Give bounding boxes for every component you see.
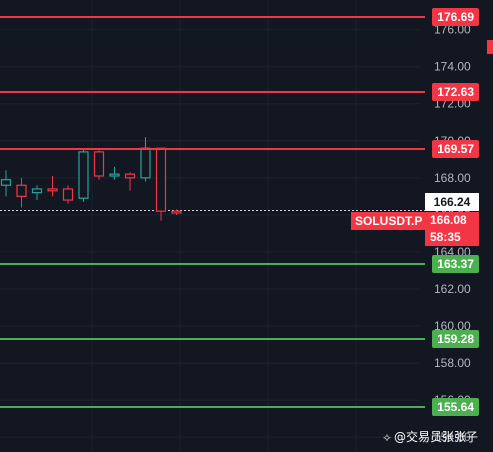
candle-body [93,151,105,177]
candle-body [47,188,58,192]
candle-body [78,151,89,199]
level-price-label: 172.63 [432,83,479,102]
y-tick-label: 160.00 [434,319,471,333]
candle-countdown: 58:35 [430,230,461,244]
y-tick-label: 174.00 [434,60,471,74]
binance-square-icon: ⟡ [383,430,391,444]
candle-body [62,188,74,201]
last-price-value: 166.08 [430,213,467,227]
candle-body [31,188,43,194]
symbol-tag: SOLUSDT.P [351,212,427,230]
horizontal-level-line[interactable] [0,147,425,150]
level-price-label: 176.69 [432,7,479,26]
level-price-label: 169.57 [432,139,479,158]
horizontal-level-line[interactable] [0,338,425,341]
candle-body [140,147,151,179]
watermark-text: @交易员张张子 [393,430,478,444]
candle-body [124,173,136,179]
watermark: ⟡ @交易员张张子 [383,428,478,445]
horizontal-level-line[interactable] [0,405,425,408]
scroll-tab[interactable] [487,40,493,54]
level-price-label: 155.64 [432,397,479,416]
y-tick-label: 162.00 [434,282,471,296]
candle-body [0,179,12,186]
candle-body [155,147,167,212]
y-tick-label: 154.00 [434,430,471,444]
candle-body [16,184,27,197]
last-price-label: 166.08 58:35 [425,212,479,246]
current-price-label: 166.24 [425,193,479,211]
level-price-label: 163.37 [432,254,479,273]
y-tick-label: 168.00 [434,171,471,185]
candle-body [109,173,120,177]
horizontal-level-line[interactable] [0,91,425,94]
y-tick-label: 176.00 [434,23,471,37]
y-tick-label: 158.00 [434,356,471,370]
candle-body [171,210,182,214]
horizontal-level-line[interactable] [0,15,425,18]
horizontal-level-line[interactable] [0,262,425,265]
level-price-label: 159.28 [432,330,479,349]
